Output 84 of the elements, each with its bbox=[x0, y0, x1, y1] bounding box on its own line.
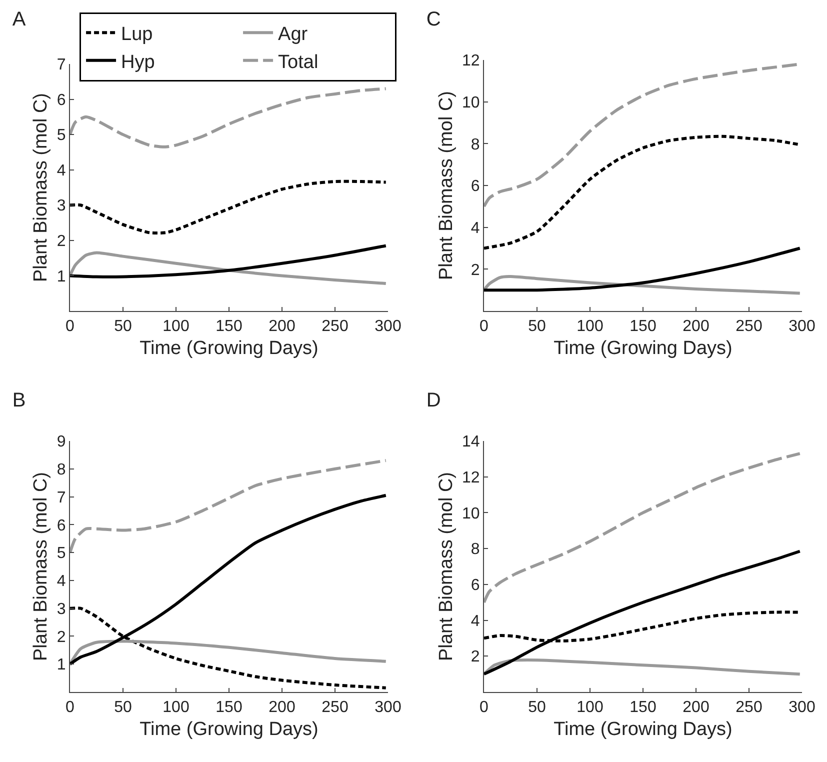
x-axis-title: Time (Growing Days) bbox=[554, 719, 732, 740]
x-tick-label: 50 bbox=[114, 699, 132, 716]
y-tick-label: 14 bbox=[462, 434, 480, 451]
x-axis-title: Time (Growing Days) bbox=[554, 338, 732, 359]
y-tick-label: 8 bbox=[470, 136, 480, 154]
y-tick-label: 6 bbox=[56, 517, 66, 534]
x-tick-label: 150 bbox=[630, 699, 656, 716]
y-tick-label: 7 bbox=[56, 56, 66, 74]
x-tick-label: 100 bbox=[162, 699, 190, 716]
y-tick-label: 6 bbox=[470, 178, 480, 196]
y-tick-label: 5 bbox=[56, 127, 66, 144]
y-axis-title: Plant Biomass (mol C) bbox=[30, 472, 52, 661]
chart-title: A bbox=[12, 8, 26, 30]
legend-label: Total bbox=[278, 52, 318, 73]
y-tick-label: 1 bbox=[56, 268, 66, 286]
y-tick-label: 2 bbox=[470, 648, 480, 666]
x-tick-label: 150 bbox=[630, 318, 656, 336]
x-tick-label: 250 bbox=[322, 318, 348, 336]
y-tick-label: 2 bbox=[56, 628, 66, 646]
x-tick-label: 150 bbox=[216, 318, 242, 336]
line-series bbox=[484, 658, 802, 676]
y-tick-label: 4 bbox=[470, 220, 480, 237]
y-tick-label: 4 bbox=[56, 573, 66, 590]
legend-label: Lup bbox=[121, 24, 153, 46]
y-tick-label: 2 bbox=[470, 262, 480, 279]
y-tick-label: 3 bbox=[56, 600, 66, 618]
y-tick-label: 4 bbox=[470, 612, 480, 630]
y-tick-label: 8 bbox=[56, 461, 66, 478]
x-tick-label: 200 bbox=[682, 699, 710, 716]
y-tick-label: 10 bbox=[462, 505, 480, 522]
y-tick-label: 10 bbox=[462, 94, 480, 112]
x-tick-label: 100 bbox=[576, 318, 604, 336]
legend-label: Agr bbox=[278, 24, 308, 46]
x-tick-label: 300 bbox=[788, 699, 816, 716]
x-tick-label: 250 bbox=[322, 699, 348, 716]
x-tick-label: 100 bbox=[576, 699, 604, 716]
y-axis-title: Plant Biomass (mol C) bbox=[30, 93, 52, 282]
x-tick-label: 150 bbox=[216, 699, 242, 716]
chart-title: C bbox=[426, 8, 441, 30]
line-series bbox=[70, 87, 388, 148]
y-tick-label: 4 bbox=[56, 162, 66, 180]
x-tick-label: 0 bbox=[480, 699, 489, 716]
y-tick-label: 6 bbox=[470, 577, 480, 594]
line-series bbox=[70, 180, 388, 234]
x-tick-label: 200 bbox=[682, 318, 710, 336]
chart-title: D bbox=[426, 389, 441, 412]
y-tick-label: 5 bbox=[56, 545, 66, 562]
x-axis-title: Time (Growing Days) bbox=[140, 338, 318, 359]
x-tick-label: 100 bbox=[162, 318, 190, 336]
y-tick-label: 6 bbox=[56, 92, 66, 109]
line-series bbox=[484, 274, 802, 295]
y-tick-label: 12 bbox=[462, 52, 480, 70]
line-series bbox=[484, 452, 802, 604]
y-tick-label: 7 bbox=[56, 489, 66, 506]
x-tick-label: 200 bbox=[268, 318, 296, 336]
x-axis-title: Time (Growing Days) bbox=[140, 719, 318, 740]
x-tick-label: 0 bbox=[480, 318, 489, 336]
y-tick-label: 9 bbox=[56, 434, 66, 451]
x-tick-label: 300 bbox=[788, 318, 816, 336]
line-series bbox=[484, 246, 802, 292]
x-tick-label: 50 bbox=[114, 318, 132, 336]
y-tick-label: 1 bbox=[56, 656, 66, 674]
x-tick-label: 250 bbox=[736, 699, 762, 716]
x-tick-label: 50 bbox=[528, 318, 546, 336]
line-series bbox=[70, 244, 388, 278]
y-tick-label: 8 bbox=[470, 541, 480, 558]
y-axis-title: Plant Biomass (mol C) bbox=[436, 91, 457, 280]
x-tick-label: 0 bbox=[66, 318, 75, 336]
x-tick-label: 200 bbox=[268, 699, 296, 716]
line-series bbox=[70, 251, 388, 285]
x-tick-label: 300 bbox=[374, 699, 402, 716]
legend-label: Hyp bbox=[121, 52, 155, 73]
y-tick-label: 12 bbox=[462, 469, 480, 486]
chart-title: B bbox=[12, 389, 26, 412]
y-tick-label: 3 bbox=[56, 198, 66, 215]
y-tick-label: 2 bbox=[56, 233, 66, 250]
x-tick-label: 0 bbox=[66, 699, 75, 716]
y-axis-title: Plant Biomass (mol C) bbox=[436, 472, 457, 661]
line-series bbox=[70, 640, 388, 666]
x-tick-label: 50 bbox=[528, 699, 546, 716]
x-tick-label: 250 bbox=[736, 318, 762, 336]
x-tick-label: 300 bbox=[374, 318, 402, 336]
line-series bbox=[484, 550, 802, 676]
line-series bbox=[70, 459, 388, 554]
